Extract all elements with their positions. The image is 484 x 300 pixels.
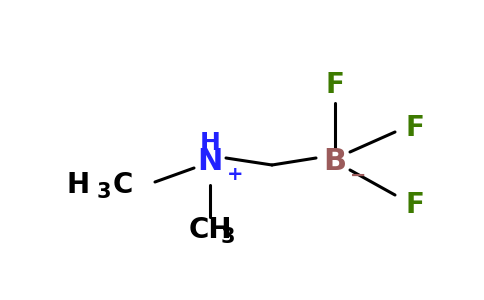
Text: −: − — [350, 166, 366, 184]
Text: CH: CH — [188, 216, 232, 244]
Text: F: F — [406, 191, 424, 219]
Text: H: H — [199, 131, 220, 155]
Text: F: F — [326, 71, 345, 99]
Text: 3: 3 — [221, 227, 235, 247]
Text: H: H — [67, 171, 90, 199]
Text: B: B — [323, 148, 347, 176]
Text: N: N — [197, 148, 223, 176]
Text: +: + — [227, 166, 243, 184]
Text: C: C — [113, 171, 134, 199]
Text: F: F — [406, 114, 424, 142]
Text: 3: 3 — [97, 182, 111, 202]
